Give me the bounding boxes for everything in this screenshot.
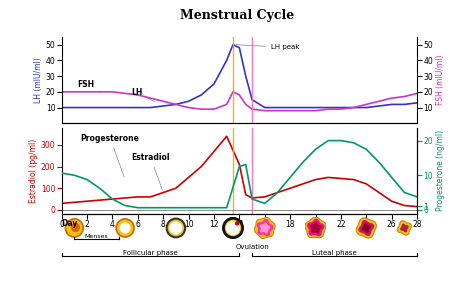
Polygon shape — [397, 221, 411, 235]
Text: FSH: FSH — [77, 80, 100, 93]
Text: LH: LH — [131, 88, 155, 102]
Circle shape — [226, 221, 240, 235]
Y-axis label: Progesterone (ng/ml): Progesterone (ng/ml) — [436, 130, 445, 211]
Polygon shape — [362, 223, 371, 233]
Circle shape — [223, 218, 243, 238]
Circle shape — [116, 219, 134, 237]
Polygon shape — [400, 224, 409, 232]
Polygon shape — [257, 219, 273, 237]
Circle shape — [119, 222, 130, 233]
Y-axis label: LH (mIU/ml): LH (mIU/ml) — [34, 57, 43, 103]
Circle shape — [169, 221, 182, 235]
Y-axis label: Estradiol (pg/ml): Estradiol (pg/ml) — [29, 139, 38, 203]
Text: Menstrual Cycle: Menstrual Cycle — [180, 9, 294, 22]
Polygon shape — [255, 218, 275, 238]
Polygon shape — [305, 217, 326, 238]
Polygon shape — [358, 220, 374, 236]
Polygon shape — [356, 218, 376, 238]
Text: Luteal phase: Luteal phase — [312, 249, 357, 256]
Circle shape — [236, 222, 239, 225]
Circle shape — [167, 218, 185, 237]
Text: Ovulation: Ovulation — [235, 244, 269, 250]
Text: Follicular phase: Follicular phase — [123, 249, 178, 256]
Text: LH peak: LH peak — [236, 44, 300, 50]
Polygon shape — [310, 222, 321, 233]
Text: Estradiol: Estradiol — [131, 153, 170, 190]
Text: Progesterone: Progesterone — [81, 134, 139, 177]
Polygon shape — [260, 222, 271, 233]
Y-axis label: FSH (mIU/ml): FSH (mIU/ml) — [436, 55, 445, 105]
Circle shape — [71, 223, 80, 232]
Text: Day: Day — [62, 219, 78, 228]
Circle shape — [65, 219, 83, 237]
Text: Menses: Menses — [85, 234, 109, 239]
Polygon shape — [307, 219, 325, 237]
